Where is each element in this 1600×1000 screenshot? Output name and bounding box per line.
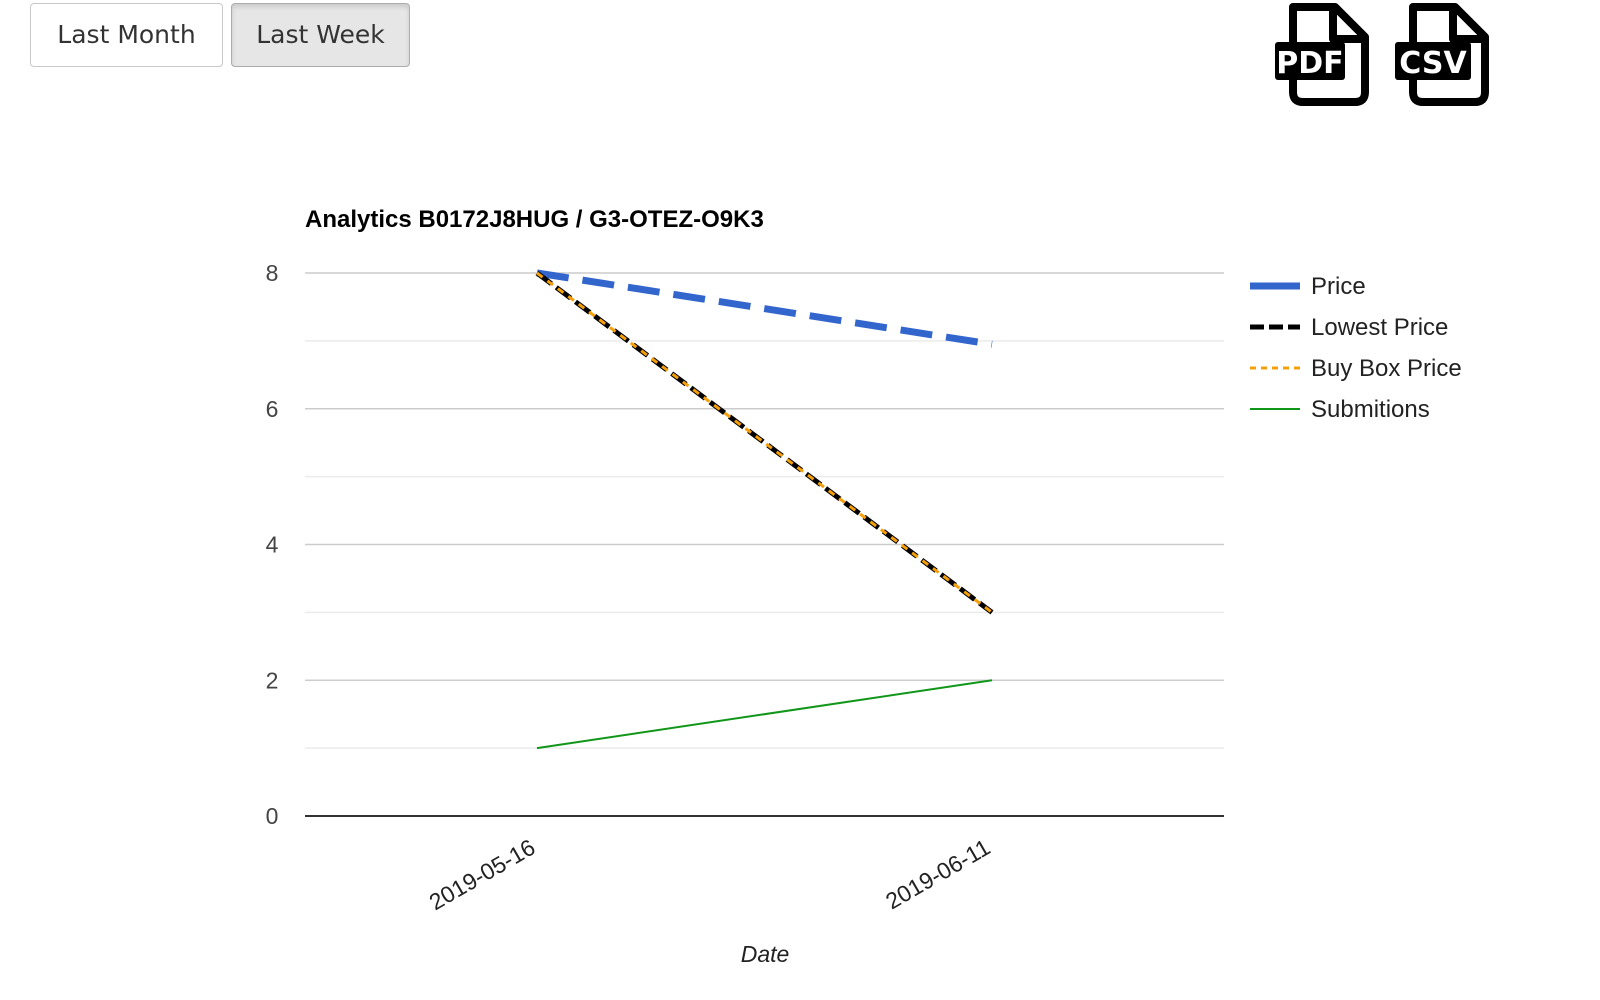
x-axis-title: Date bbox=[741, 941, 790, 967]
chart-title: Analytics B0172J8HUG / G3-OTEZ-O9K3 bbox=[305, 206, 764, 233]
last-week-button[interactable]: Last Week bbox=[231, 3, 410, 67]
chart-grid bbox=[305, 272, 1224, 817]
last-month-button[interactable]: Last Month bbox=[30, 3, 223, 67]
pdf-file-icon: PDF bbox=[1275, 3, 1369, 106]
x-tick-label: 2019-05-16 bbox=[425, 834, 540, 915]
y-tick-label: 2 bbox=[266, 667, 279, 693]
chart-legend: Price Lowest Price Buy Box Price Submitions bbox=[1250, 273, 1462, 423]
y-tick-label: 8 bbox=[266, 260, 279, 286]
y-tick-label: 4 bbox=[266, 532, 279, 558]
y-axis: 0 2 4 6 8 bbox=[266, 260, 279, 829]
series-line-price bbox=[536, 269, 993, 348]
legend-label: Buy Box Price bbox=[1311, 355, 1462, 382]
series-line-buy-box-price bbox=[536, 271, 993, 614]
csv-file-icon: CSV bbox=[1395, 3, 1489, 106]
legend-label: Price bbox=[1311, 273, 1366, 300]
pdf-label: PDF bbox=[1276, 46, 1343, 81]
x-tick-label: 2019-06-11 bbox=[881, 834, 994, 914]
csv-export-icon[interactable]: CSV bbox=[1393, 2, 1493, 106]
x-axis: 2019-05-16 2019-06-11 bbox=[425, 834, 995, 915]
csv-label: CSV bbox=[1399, 46, 1467, 81]
pdf-export-icon[interactable]: PDF bbox=[1273, 2, 1373, 106]
y-tick-label: 6 bbox=[266, 396, 279, 422]
series-layer bbox=[535, 269, 994, 750]
y-tick-label: 0 bbox=[266, 803, 279, 829]
series-line-submitions bbox=[536, 679, 993, 750]
legend-label: Submitions bbox=[1311, 396, 1430, 423]
legend-label: Lowest Price bbox=[1311, 314, 1448, 341]
